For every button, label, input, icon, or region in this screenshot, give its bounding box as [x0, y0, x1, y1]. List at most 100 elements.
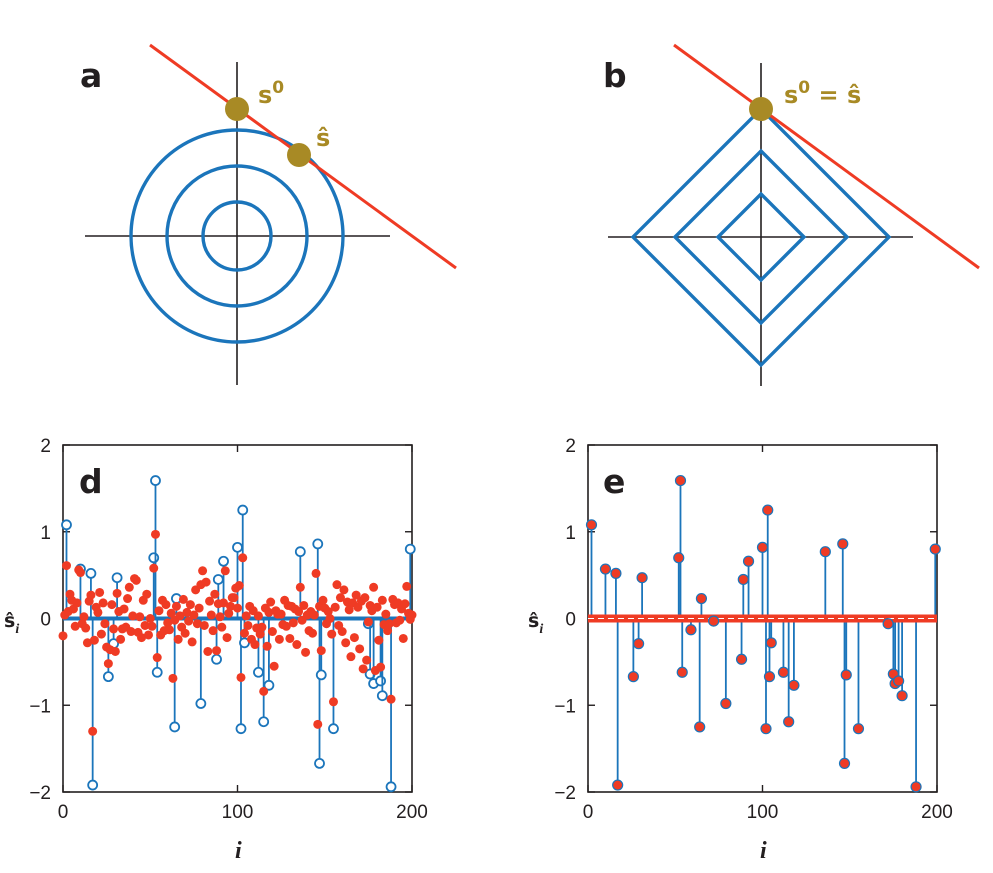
- panel-d-estimate-point: [203, 646, 213, 656]
- panel-d-estimate-point: [219, 598, 229, 608]
- panel-e-x-axis-title: i: [760, 838, 767, 864]
- panel-b-contour-inner: [715, 191, 807, 283]
- panel-d-estimate-point: [400, 599, 410, 609]
- panel-d-true-point: [232, 541, 243, 553]
- panel-d-x-tick-label: 200: [396, 802, 428, 823]
- panel-d-estimate-point: [208, 626, 218, 636]
- panel-d-estimate-point: [163, 618, 173, 628]
- panel-d-estimate-point: [344, 605, 354, 615]
- panel-e-point: [676, 666, 688, 678]
- panel-d-estimate-point: [194, 603, 204, 613]
- panel-d-estimate-point: [110, 646, 120, 656]
- panel-d-estimate-point: [206, 610, 216, 620]
- panel-d-estimate-point: [161, 600, 171, 610]
- panel-e-point: [612, 779, 624, 791]
- panel-d-estimate-point: [109, 624, 119, 634]
- panel-e-solution-dots: [585, 474, 941, 793]
- panel-d-estimate-point: [299, 600, 309, 610]
- panel-d-estimate-point: [295, 582, 305, 592]
- panel-e-chart: 0 100 200 −2 −1 0 1 2 e i ŝi: [528, 436, 953, 864]
- panel-d-y-axis-title: ŝi: [4, 610, 19, 637]
- panel-d-estimate-point: [243, 620, 253, 630]
- panel-d-true-point: [169, 721, 181, 733]
- panel-d-estimate-point: [402, 581, 412, 591]
- panel-d-true-point: [111, 572, 123, 584]
- panel-d-true-point: [218, 555, 229, 567]
- panel-e-x-tick-label: 200: [921, 802, 953, 823]
- panel-d-true-point: [195, 698, 207, 709]
- panel-e-point: [708, 615, 720, 627]
- panel-a-s0-label: s0: [258, 78, 284, 109]
- panel-d-estimate-point: [81, 623, 91, 633]
- panel-e-y-tick-label: 2: [565, 436, 576, 457]
- panel-d-estimate-point: [384, 619, 394, 629]
- panel-d-estimate-point: [313, 719, 323, 729]
- panel-d-estimate-point: [377, 595, 387, 605]
- panel-d-estimate-point: [182, 607, 192, 617]
- panel-e-point: [893, 675, 905, 687]
- panel-d-estimate-point: [234, 581, 244, 591]
- panel-e-point: [599, 563, 612, 575]
- panel-d-y-tick-label: −1: [29, 696, 51, 717]
- panel-e-point: [788, 679, 800, 691]
- panel-d-estimate-point: [349, 633, 359, 643]
- panel-d-estimate-point: [96, 629, 106, 639]
- panel-d-estimate-point: [124, 582, 134, 592]
- panel-d-estimate-point: [86, 590, 96, 600]
- panel-d-estimate-point: [346, 652, 356, 662]
- panel-d-estimate-point: [360, 593, 370, 603]
- panel-d-estimate-point: [123, 594, 133, 604]
- panel-d-true-point: [385, 781, 397, 793]
- panel-a-l2-diagram: a s0 ŝ: [80, 43, 457, 385]
- panel-d-estimate-point: [337, 627, 347, 637]
- panel-d-estimate-point: [311, 568, 321, 578]
- panel-d-estimate-point: [103, 659, 113, 669]
- panel-d-estimate-point: [328, 697, 338, 707]
- panel-b-l1-diagram: b s0 = ŝ: [603, 43, 980, 386]
- panel-e-point: [882, 618, 894, 630]
- panel-e-y-tick-label: 0: [565, 610, 576, 631]
- panel-e-point: [673, 552, 685, 564]
- panel-d-estimate-point: [285, 633, 295, 643]
- panel-d-estimate-point: [381, 609, 391, 619]
- panel-d-estimate-point: [281, 621, 291, 631]
- panel-d-true-point: [211, 653, 222, 665]
- panel-d-estimate-point: [318, 595, 328, 605]
- panel-e-point: [765, 637, 777, 649]
- panel-d-true-point: [87, 779, 99, 791]
- panel-d-ticks: 0 100 200 −2 −1 0 1 2: [29, 436, 428, 823]
- panel-d-estimate-point: [210, 589, 220, 599]
- panel-d-estimate-point: [180, 628, 190, 638]
- panel-d-estimate-point: [147, 621, 157, 631]
- panel-e-point: [685, 624, 697, 636]
- panel-d-estimate-point: [185, 600, 195, 610]
- panel-d-estimate-point: [171, 601, 181, 611]
- panel-e-x-tick-label: 100: [747, 802, 779, 823]
- panel-d-true-point: [315, 669, 327, 681]
- panel-d-estimate-point: [316, 646, 326, 656]
- panel-e-point: [852, 723, 865, 735]
- panel-d-estimate-point: [264, 607, 274, 617]
- panel-d-estimate-point: [98, 598, 108, 608]
- panel-d-estimate-point: [257, 622, 267, 632]
- panel-d-estimate-point: [95, 587, 105, 597]
- panel-b-point-s0-shat: [749, 97, 773, 121]
- panel-d-estimate-point: [88, 726, 98, 736]
- panel-d-estimate-point: [339, 585, 349, 595]
- panel-d-y-tick-label: 0: [40, 610, 51, 631]
- panel-d-true-point: [212, 574, 224, 585]
- panel-d-estimate-point: [266, 597, 276, 607]
- panel-d-true-point: [375, 675, 386, 687]
- panel-d-estimate-point: [70, 621, 80, 631]
- panel-d-estimate-point: [199, 620, 209, 630]
- panel-d-estimate-point: [173, 634, 183, 644]
- panel-d-estimate-point: [168, 673, 178, 683]
- panel-e-point: [627, 671, 639, 683]
- panel-e-point: [674, 474, 687, 487]
- panel-e-point: [837, 538, 849, 550]
- panel-d-estimate-point: [369, 582, 379, 592]
- panel-d-y-tick-label: −2: [29, 783, 51, 804]
- panel-e-point: [633, 638, 645, 650]
- panel-d-true-point: [235, 723, 247, 735]
- panel-d-true-point: [61, 519, 72, 531]
